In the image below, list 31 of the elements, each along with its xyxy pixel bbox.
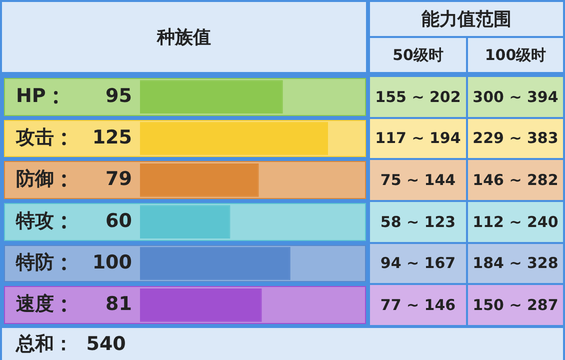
text: 150 ~ 287 bbox=[468, 285, 563, 325]
text: 75 ~ 144 bbox=[370, 160, 466, 200]
text: 229 ~ 383 bbox=[468, 118, 563, 158]
y-tick-label: HP bbox=[16, 84, 46, 107]
text: 112 ~ 240 bbox=[468, 202, 563, 242]
text: 184 ~ 328 bbox=[468, 244, 563, 284]
bar bbox=[140, 164, 259, 197]
y-tick-label: 速度 bbox=[16, 293, 54, 316]
text: 300 ~ 394 bbox=[468, 77, 563, 117]
data-label: 100 bbox=[92, 251, 132, 274]
text: 100级时 bbox=[468, 38, 563, 72]
text: 155 ~ 202 bbox=[370, 77, 466, 117]
text: 117 ~ 194 bbox=[370, 118, 466, 158]
text: 总和： 540 bbox=[2, 328, 563, 360]
text: 能力值范围 bbox=[370, 2, 563, 36]
text: 种族值 bbox=[2, 2, 366, 72]
y-tick-label: 特防 bbox=[15, 251, 54, 274]
y-tick-label: 攻击 bbox=[15, 126, 54, 148]
text: 77 ~ 146 bbox=[370, 285, 466, 325]
text: 58 ~ 123 bbox=[370, 202, 466, 242]
text: 146 ~ 282 bbox=[468, 160, 563, 200]
data-label: 79 bbox=[106, 168, 132, 190]
data-label: 60 bbox=[106, 210, 132, 232]
y-tick-label: 特攻 bbox=[15, 210, 54, 232]
data-label: 125 bbox=[92, 126, 132, 148]
text: 94 ~ 167 bbox=[370, 244, 466, 284]
y-tick-label: 防御 bbox=[16, 168, 54, 190]
data-label: 81 bbox=[106, 293, 132, 316]
text: 50级时 bbox=[370, 38, 466, 72]
data-label: 95 bbox=[106, 84, 132, 107]
bar bbox=[140, 205, 230, 238]
